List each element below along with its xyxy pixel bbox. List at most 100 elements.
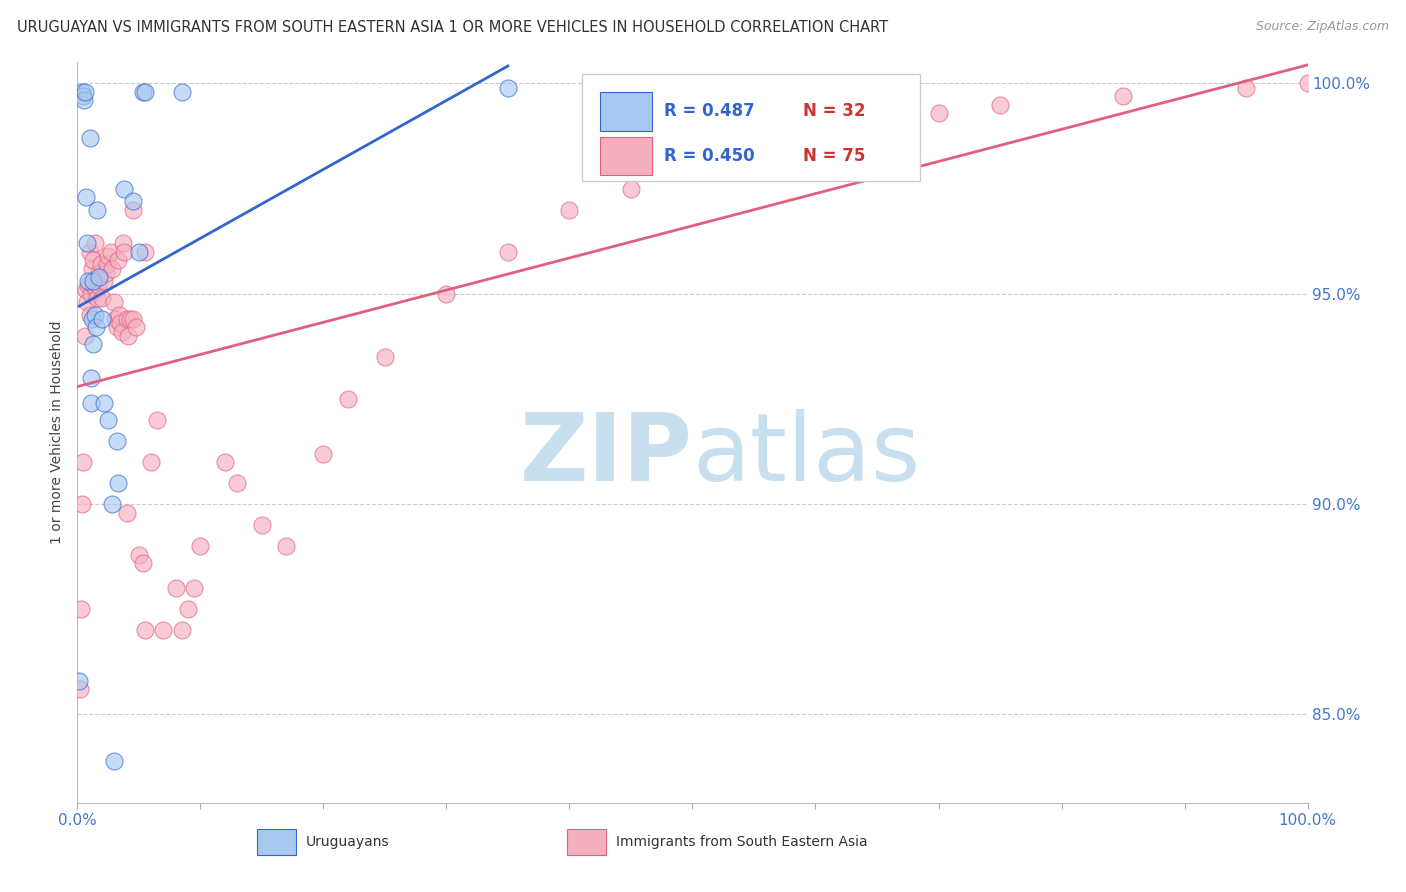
Point bbox=[312, 447, 335, 461]
Point bbox=[742, 139, 765, 153]
Point bbox=[188, 539, 212, 553]
Point bbox=[70, 602, 93, 616]
Point bbox=[76, 295, 98, 310]
Text: atlas: atlas bbox=[693, 409, 921, 500]
Point bbox=[84, 320, 107, 334]
Point bbox=[141, 455, 163, 469]
Point bbox=[115, 506, 138, 520]
Point bbox=[90, 257, 112, 271]
Point bbox=[80, 286, 103, 301]
Point bbox=[1296, 77, 1319, 91]
Text: N = 32: N = 32 bbox=[803, 103, 866, 120]
Point bbox=[86, 291, 108, 305]
Point bbox=[131, 556, 153, 570]
Point bbox=[86, 202, 108, 217]
Point bbox=[76, 236, 98, 251]
FancyBboxPatch shape bbox=[567, 830, 606, 855]
Point bbox=[128, 548, 150, 562]
Point bbox=[928, 106, 950, 120]
Text: N = 75: N = 75 bbox=[803, 147, 866, 165]
Point bbox=[89, 270, 111, 285]
Point bbox=[115, 312, 138, 326]
Point bbox=[183, 581, 205, 595]
Point bbox=[97, 249, 120, 263]
Point bbox=[82, 253, 104, 268]
Point bbox=[108, 308, 131, 322]
Point bbox=[111, 236, 134, 251]
FancyBboxPatch shape bbox=[582, 73, 920, 181]
Text: Source: ZipAtlas.com: Source: ZipAtlas.com bbox=[1256, 20, 1389, 33]
Text: Uruguayans: Uruguayans bbox=[307, 835, 389, 849]
FancyBboxPatch shape bbox=[257, 830, 297, 855]
Point bbox=[80, 396, 103, 410]
Point bbox=[131, 85, 153, 99]
Point bbox=[496, 80, 519, 95]
Point bbox=[111, 325, 132, 339]
Point bbox=[214, 455, 236, 469]
Point bbox=[101, 497, 124, 511]
Point bbox=[103, 754, 125, 768]
Point bbox=[72, 89, 94, 103]
Point bbox=[75, 190, 97, 204]
Point bbox=[97, 413, 120, 427]
Point bbox=[120, 312, 142, 326]
Point bbox=[94, 266, 117, 280]
Point bbox=[83, 308, 105, 322]
Point bbox=[107, 253, 129, 268]
Point bbox=[83, 236, 105, 251]
Point bbox=[121, 202, 143, 217]
Point bbox=[112, 244, 135, 259]
Point bbox=[93, 274, 115, 288]
Point bbox=[134, 244, 156, 259]
Point bbox=[620, 181, 643, 195]
Point bbox=[152, 624, 174, 638]
Point bbox=[96, 257, 118, 271]
Point bbox=[73, 329, 96, 343]
Point bbox=[73, 93, 96, 107]
Point bbox=[90, 291, 114, 305]
Point bbox=[82, 312, 104, 326]
Point bbox=[117, 329, 139, 343]
Point bbox=[165, 581, 187, 595]
Point bbox=[804, 127, 827, 141]
Point bbox=[125, 320, 148, 334]
Point bbox=[496, 244, 519, 259]
Point bbox=[104, 312, 127, 326]
Point bbox=[77, 274, 100, 288]
Point bbox=[170, 624, 193, 638]
Text: ZIP: ZIP bbox=[520, 409, 693, 500]
Point bbox=[90, 312, 114, 326]
Point bbox=[67, 673, 90, 688]
Point bbox=[69, 682, 91, 697]
Point bbox=[866, 114, 889, 128]
Text: URUGUAYAN VS IMMIGRANTS FROM SOUTH EASTERN ASIA 1 OR MORE VEHICLES IN HOUSEHOLD : URUGUAYAN VS IMMIGRANTS FROM SOUTH EASTE… bbox=[17, 20, 889, 35]
Point bbox=[79, 244, 101, 259]
Point bbox=[70, 497, 93, 511]
Point bbox=[134, 85, 156, 99]
Point bbox=[121, 312, 143, 326]
Point bbox=[75, 283, 97, 297]
Point bbox=[82, 261, 104, 276]
Point bbox=[82, 274, 104, 288]
Point bbox=[105, 320, 128, 334]
Text: Immigrants from South Eastern Asia: Immigrants from South Eastern Asia bbox=[616, 835, 868, 849]
Point bbox=[79, 131, 101, 145]
Point bbox=[80, 371, 103, 385]
Point bbox=[84, 283, 107, 297]
Text: R = 0.487: R = 0.487 bbox=[664, 103, 755, 120]
Y-axis label: 1 or more Vehicles in Household: 1 or more Vehicles in Household bbox=[51, 321, 65, 544]
Point bbox=[121, 194, 143, 209]
Point bbox=[77, 278, 100, 293]
Point bbox=[170, 85, 193, 99]
Point bbox=[146, 413, 169, 427]
Point bbox=[105, 434, 128, 448]
Point bbox=[337, 392, 360, 406]
Point bbox=[107, 476, 129, 491]
Point bbox=[250, 518, 273, 533]
Point bbox=[558, 202, 581, 217]
FancyBboxPatch shape bbox=[600, 137, 652, 176]
Point bbox=[436, 286, 458, 301]
Point bbox=[82, 337, 104, 351]
Point bbox=[110, 316, 132, 330]
Point bbox=[988, 97, 1011, 112]
